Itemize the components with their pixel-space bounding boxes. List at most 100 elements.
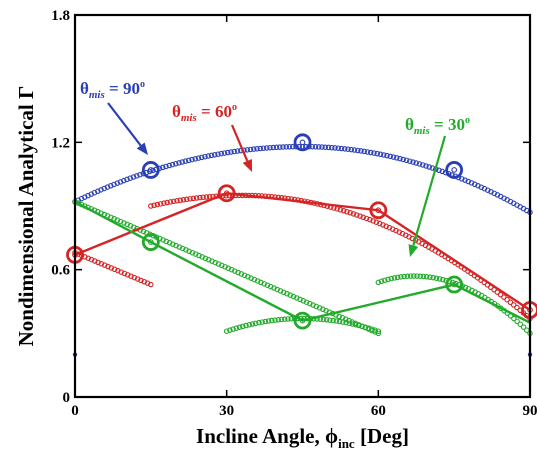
curve-point: [137, 171, 143, 178]
series-1-curve-0: [72, 249, 154, 288]
curve-point: [354, 212, 360, 218]
curve-point: [101, 185, 108, 192]
curve-point: [104, 184, 111, 190]
curve-point: [367, 149, 374, 156]
curve-point: [501, 294, 507, 300]
series-1-arrowhead: [242, 159, 252, 172]
curve-point: [199, 154, 205, 161]
x-tick-label: 0: [71, 403, 79, 419]
curve-point: [190, 195, 197, 202]
x-axis-title-subscript: inc: [338, 436, 355, 451]
curve-point: [247, 146, 254, 153]
curve-point: [333, 318, 340, 324]
curve-point: [108, 183, 114, 189]
series-1-marker: [217, 184, 236, 203]
curve-point: [246, 322, 253, 328]
curve-point: [397, 155, 403, 162]
curve-point: [315, 144, 322, 150]
curve-point: [179, 159, 186, 165]
curve-point: [221, 150, 228, 156]
series-2-connecting-line: [74, 200, 531, 324]
series-0-marker-center: [147, 167, 154, 173]
series-label-subscript: mis: [414, 125, 430, 137]
curve-point: [148, 281, 154, 288]
curve-point: [370, 218, 376, 224]
curve-point: [373, 219, 380, 225]
curve-point: [517, 321, 524, 327]
curve-point: [148, 203, 154, 209]
curve-point: [414, 273, 420, 279]
curve-point: [134, 173, 140, 179]
curve-point: [394, 274, 401, 281]
curve-point: [117, 179, 124, 185]
curve-point: [420, 273, 427, 280]
curve-point: [323, 317, 330, 323]
curve-point: [282, 316, 288, 322]
curve-point: [350, 211, 357, 217]
curve-point: [398, 274, 404, 280]
curve-point: [375, 330, 382, 337]
series-0-arrowhead: [136, 142, 148, 155]
curve-point: [161, 200, 167, 206]
curve-point: [375, 279, 382, 286]
curve-point: [413, 160, 419, 166]
curve-point: [369, 326, 375, 332]
series-0-marker: [445, 161, 464, 179]
curve-point: [325, 144, 332, 151]
curve-point: [322, 144, 328, 150]
curve-point: [151, 202, 157, 209]
curve-point: [352, 322, 359, 328]
series-2-marker-center: [451, 281, 458, 288]
curve-point: [244, 147, 251, 153]
curve-point: [340, 208, 347, 214]
curve-point: [348, 146, 354, 153]
series-label-value: = 60: [197, 102, 232, 121]
series-2-label: θmis = 30o: [405, 115, 470, 137]
curve-point: [344, 209, 350, 215]
curve-point: [195, 155, 202, 161]
series-2-curve-1: [223, 315, 382, 334]
curve-point: [362, 324, 369, 330]
curve-point: [363, 215, 370, 222]
curve-point: [436, 167, 442, 174]
curve-point: [154, 201, 161, 208]
curve-point: [205, 153, 212, 159]
curve-point: [430, 274, 436, 281]
ticks-layer: [74, 14, 531, 398]
curve-point: [114, 180, 121, 186]
series-0-curve-0: [72, 143, 533, 216]
curve-point: [388, 275, 394, 282]
curve-point: [376, 220, 383, 227]
curve-point: [351, 147, 358, 153]
curve-point: [357, 213, 363, 219]
curve-point: [186, 157, 192, 164]
curve-point: [335, 145, 341, 151]
curve-point: [427, 274, 433, 280]
series-0-marker-center: [451, 167, 458, 173]
curve-point: [382, 277, 388, 284]
curve-point: [419, 162, 426, 168]
y-tick-label: 1.8: [51, 8, 70, 24]
curve-point: [254, 146, 260, 152]
series-label-value: = 90: [105, 79, 140, 98]
curve-point: [426, 164, 432, 170]
curve-point: [160, 164, 166, 171]
series-0-arrow: [107, 102, 142, 147]
x-tick-label: 90: [523, 403, 537, 419]
curve-point: [167, 199, 174, 205]
series-label-value: = 30: [430, 115, 465, 134]
curve-point: [157, 201, 164, 207]
curve-point: [367, 216, 373, 223]
curve-point: [343, 319, 349, 326]
series-1-curve-1: [148, 192, 533, 322]
curve-point: [124, 176, 130, 183]
y-axis-title: Nondimensional Analytical Γ: [14, 86, 38, 347]
x-tick-label: 60: [371, 403, 386, 419]
curve-point: [320, 316, 327, 323]
curve-point: [164, 199, 170, 206]
curve-point: [285, 316, 291, 322]
curve-point: [259, 319, 265, 325]
curve-point: [286, 144, 293, 150]
curve-point: [319, 144, 325, 150]
